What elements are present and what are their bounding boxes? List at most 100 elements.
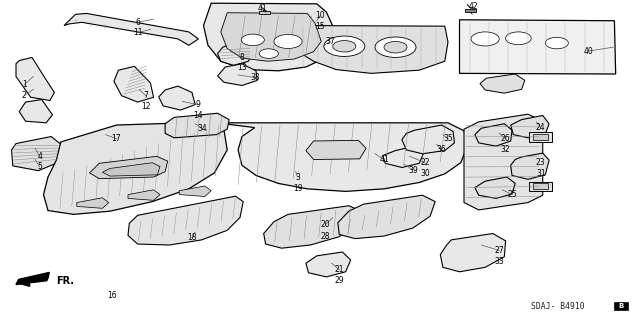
Text: 29: 29 [334, 276, 344, 285]
Polygon shape [179, 186, 211, 197]
Polygon shape [12, 137, 61, 171]
Polygon shape [218, 42, 253, 65]
Polygon shape [159, 86, 195, 110]
Text: 25: 25 [507, 190, 517, 199]
Polygon shape [460, 20, 616, 74]
Text: 12: 12 [141, 102, 150, 111]
Bar [529, 132, 552, 142]
Polygon shape [44, 122, 227, 214]
Polygon shape [128, 196, 243, 245]
Text: FR.: FR. [56, 276, 74, 286]
Text: 3: 3 [295, 173, 300, 182]
Polygon shape [16, 57, 54, 100]
Text: 13: 13 [237, 63, 247, 72]
Polygon shape [306, 252, 351, 277]
Polygon shape [216, 123, 467, 191]
Polygon shape [128, 190, 160, 200]
Text: 24: 24 [536, 123, 546, 132]
Text: 4: 4 [37, 152, 42, 161]
Text: SDAJ- B4910: SDAJ- B4910 [531, 302, 585, 311]
Circle shape [274, 34, 302, 48]
Polygon shape [264, 206, 362, 248]
Polygon shape [349, 141, 389, 166]
Circle shape [384, 41, 407, 53]
Bar [533, 183, 548, 189]
Polygon shape [16, 272, 49, 285]
Polygon shape [379, 152, 420, 176]
Polygon shape [338, 195, 435, 239]
Polygon shape [293, 26, 448, 73]
Polygon shape [77, 198, 109, 208]
Circle shape [471, 32, 499, 46]
Text: 39: 39 [408, 166, 418, 174]
Text: 28: 28 [321, 232, 330, 241]
Text: 33: 33 [494, 257, 504, 266]
Polygon shape [464, 114, 543, 210]
Polygon shape [480, 74, 525, 93]
Polygon shape [102, 163, 160, 176]
Text: 41: 41 [257, 4, 268, 13]
Text: 22: 22 [420, 158, 429, 167]
Bar [533, 134, 548, 140]
Text: 5: 5 [37, 162, 42, 171]
Polygon shape [204, 3, 339, 71]
Polygon shape [221, 13, 321, 61]
Polygon shape [475, 124, 512, 146]
Text: 31: 31 [536, 169, 546, 178]
Polygon shape [440, 234, 506, 272]
Text: 37: 37 [325, 37, 335, 46]
Text: 30: 30 [420, 169, 430, 178]
Polygon shape [218, 64, 257, 85]
Text: 21: 21 [335, 265, 344, 274]
Circle shape [324, 36, 365, 56]
Polygon shape [511, 153, 549, 179]
Text: 6: 6 [135, 18, 140, 27]
Text: 7: 7 [143, 91, 148, 100]
Text: 2: 2 [22, 91, 27, 100]
Bar [259, 11, 270, 14]
Circle shape [545, 37, 568, 49]
Text: 1: 1 [22, 80, 27, 89]
Polygon shape [90, 156, 168, 179]
Text: 35: 35 [443, 134, 453, 143]
Text: 40: 40 [584, 47, 594, 56]
Bar [614, 302, 628, 310]
Text: 15: 15 [315, 22, 325, 31]
Text: 16: 16 [107, 291, 117, 300]
Text: 36: 36 [436, 145, 447, 154]
Text: 11: 11 [133, 28, 142, 37]
Text: B: B [619, 303, 624, 309]
Text: 14: 14 [193, 111, 204, 120]
Text: 10: 10 [315, 11, 325, 20]
Text: 23: 23 [536, 158, 546, 167]
Text: 42: 42 [468, 2, 479, 11]
Polygon shape [475, 177, 515, 198]
Bar [529, 182, 552, 191]
Polygon shape [64, 13, 198, 45]
Text: 17: 17 [111, 134, 122, 143]
Text: 38: 38 [250, 73, 260, 82]
Polygon shape [19, 100, 52, 123]
Text: 27: 27 [494, 246, 504, 255]
Circle shape [259, 49, 278, 58]
Polygon shape [511, 115, 549, 138]
Polygon shape [306, 140, 366, 160]
Text: 32: 32 [500, 145, 511, 154]
Polygon shape [114, 66, 154, 102]
Circle shape [333, 41, 356, 52]
Text: 26: 26 [500, 134, 511, 143]
Circle shape [241, 34, 264, 46]
Text: 9: 9 [196, 100, 201, 109]
Text: 41: 41 [379, 155, 389, 164]
Text: 8: 8 [239, 53, 244, 62]
Circle shape [506, 32, 531, 45]
Polygon shape [165, 113, 229, 138]
Text: 20: 20 [320, 220, 330, 229]
Circle shape [375, 37, 416, 57]
Text: 19: 19 [292, 184, 303, 193]
Text: 18: 18 [188, 233, 196, 242]
Polygon shape [402, 125, 454, 154]
Text: 34: 34 [197, 124, 207, 133]
Bar [465, 9, 476, 12]
Polygon shape [383, 146, 424, 167]
